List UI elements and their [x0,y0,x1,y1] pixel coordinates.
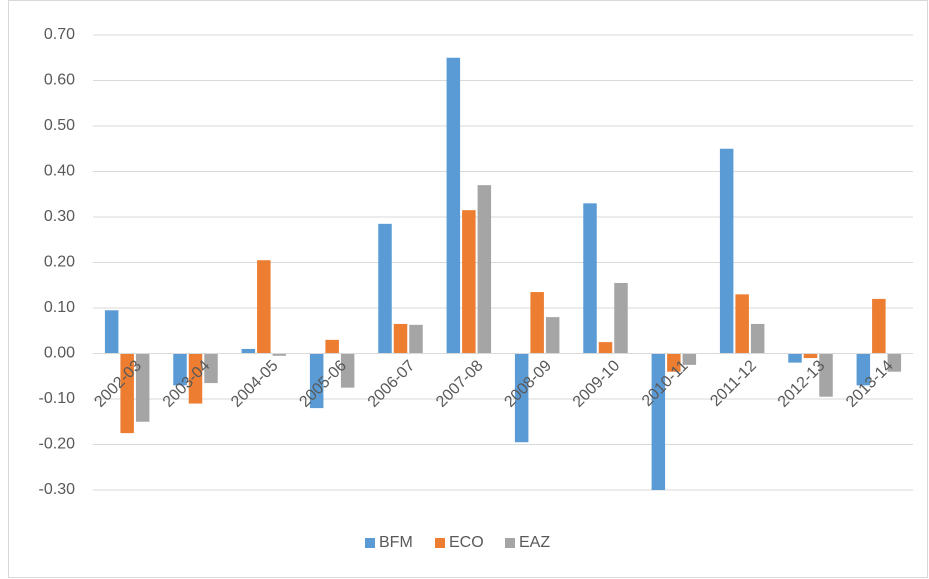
bar [393,323,408,354]
y-tick-label: 0.40 [44,163,75,180]
y-tick-label: 0.10 [44,299,75,316]
bar [735,294,749,354]
legend-swatch [435,538,445,548]
y-tick-label: -0.20 [39,436,76,453]
bar [667,353,681,372]
legend-label: EAZ [519,534,550,551]
bar [750,323,765,354]
bar [257,260,271,354]
bar [803,353,818,359]
bar [135,353,150,422]
bar [204,353,218,384]
y-tick-label: 0.50 [44,117,75,134]
bar [887,353,902,372]
bar [514,353,529,443]
bar [272,353,287,356]
bar [682,353,697,365]
bar [477,185,492,354]
bar [788,353,802,363]
bar [614,282,628,354]
legend-swatch [365,538,375,548]
bar [104,310,119,354]
bar [188,353,203,404]
bar [309,353,324,409]
bar [446,57,461,354]
y-tick-label: 0.00 [44,345,75,362]
bar [462,210,476,354]
y-tick-label: 0.70 [44,26,75,43]
bar [325,339,339,354]
bar [651,353,666,490]
bar [545,317,560,354]
bar [120,353,134,434]
bar [819,353,833,397]
bar [241,348,256,354]
legend-label: ECO [449,534,484,551]
bar [872,298,886,354]
bar [719,148,734,354]
bar [378,223,392,354]
y-tick-label: 0.60 [44,72,75,89]
y-tick-label: 0.20 [44,254,75,271]
legend-label: BFM [379,534,413,551]
y-tick-label: -0.30 [39,481,76,498]
bar [340,353,355,388]
bar [173,353,187,386]
bar [856,353,871,386]
bar [409,324,423,354]
legend-swatch [505,538,515,548]
bar [598,342,613,354]
bar [583,203,597,354]
y-tick-label: 0.30 [44,208,75,225]
y-tick-label: -0.10 [39,390,76,407]
bar [530,292,544,354]
